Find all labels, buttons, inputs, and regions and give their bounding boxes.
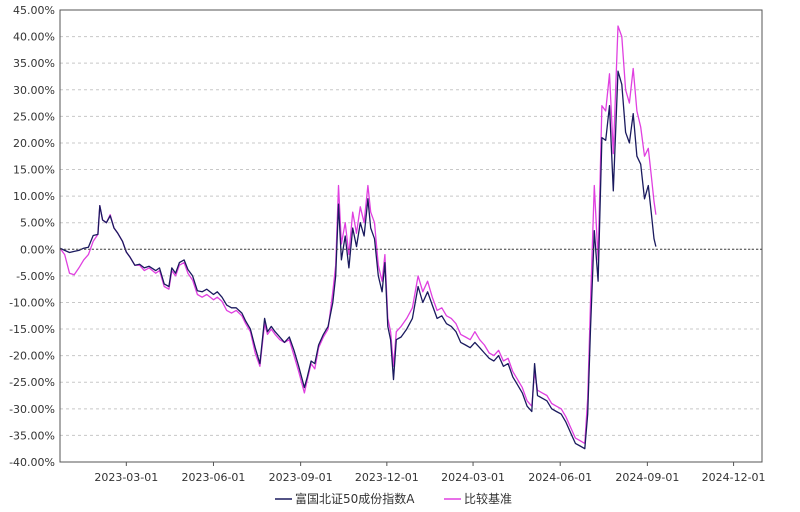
y-tick-label: 30.00%: [13, 84, 55, 97]
x-tick-label: 2024-09-01: [615, 471, 679, 484]
y-tick-label: 15.00%: [13, 164, 55, 177]
plot-frame: [59, 9, 763, 463]
y-tick-label: -40.00%: [9, 456, 55, 469]
x-tick-label: 2023-12-01: [355, 471, 419, 484]
series-group: [59, 25, 657, 450]
series-line-1: [59, 70, 657, 450]
legend-label-series-1: 富国北证50成份指数A: [295, 491, 415, 506]
y-tick-label: 20.00%: [13, 137, 55, 150]
x-tick-label: 2024-03-01: [441, 471, 505, 484]
y-tick-label: -5.00%: [16, 270, 55, 283]
y-tick-label: 25.00%: [13, 110, 55, 123]
y-tick-label: -30.00%: [9, 403, 55, 416]
y-tick-label: 40.00%: [13, 31, 55, 44]
y-tick-label: -15.00%: [9, 323, 55, 336]
y-tick-label: -35.00%: [9, 429, 55, 442]
y-tick-label: 5.00%: [20, 217, 55, 230]
legend: 富国北证50成份指数A 比较基准: [275, 491, 512, 506]
x-axis-ticks: 2023-03-01 2023-06-01 2023-09-01 2023-12-01…: [94, 462, 766, 484]
y-axis-ticks: 45.00% 40.00% 35.00% 30.00% 25.00% 20.00% 15.0…: [9, 4, 55, 469]
legend-label-series-2: 比较基准: [464, 491, 512, 506]
x-tick-label: 2024-12-01: [702, 471, 766, 484]
y-tick-label: -25.00%: [9, 376, 55, 389]
x-tick-label: 2023-06-01: [182, 471, 246, 484]
y-tick-label: -20.00%: [9, 350, 55, 363]
y-tick-label: 35.00%: [13, 57, 55, 70]
y-tick-label: 10.00%: [13, 190, 55, 203]
y-tick-label: 45.00%: [13, 4, 55, 17]
x-tick-label: 2023-03-01: [94, 471, 158, 484]
y-tick-label: -10.00%: [9, 296, 55, 309]
x-tick-label: 2023-09-01: [269, 471, 333, 484]
x-tick-label: 2024-06-01: [528, 471, 592, 484]
series-line-2: [59, 25, 657, 445]
y-tick-label: 0.00%: [20, 243, 55, 256]
